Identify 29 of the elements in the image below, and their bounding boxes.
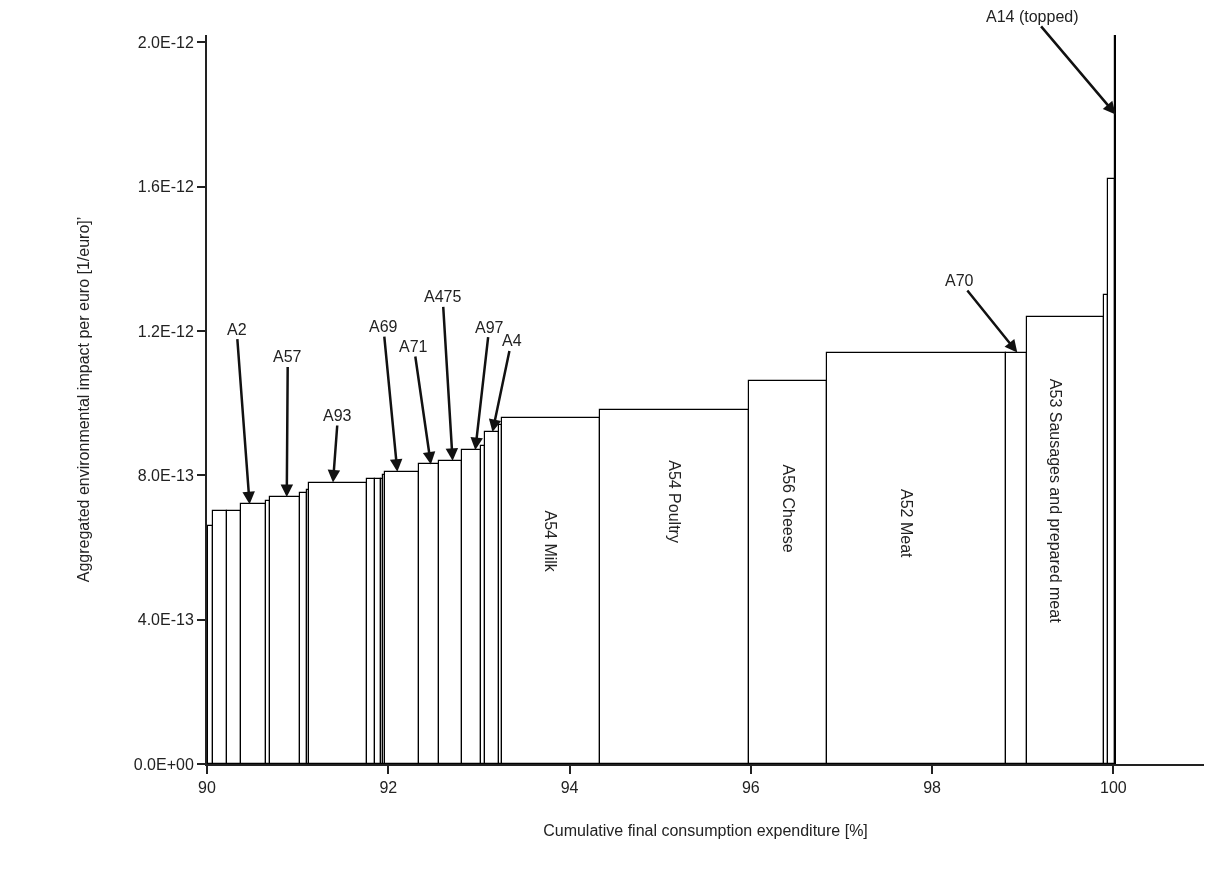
x-tick-label: 92: [379, 779, 398, 797]
annotation: A54 Poultry: [666, 460, 684, 543]
annotation: A52 Meat: [897, 489, 915, 559]
y-axis-title: Aggregated environmental impact per euro [1/euro]’: [75, 216, 93, 583]
annotation: A69: [369, 318, 398, 335]
x-tick-label: 100: [1100, 779, 1127, 797]
annotation: A54 Milk: [542, 510, 560, 573]
annotation: A71: [399, 338, 428, 355]
x-tick-label: 98: [923, 779, 942, 797]
annotation: A93: [323, 407, 352, 424]
y-tick-label: 2.0E-12: [137, 33, 194, 51]
y-tick-label: 8.0E-13: [137, 466, 194, 484]
annotation: A70: [945, 272, 974, 289]
x-tick-label: 94: [560, 779, 579, 797]
x-tick-label: 90: [198, 779, 216, 797]
annotation: A475: [424, 288, 462, 305]
annotation: A97: [475, 319, 504, 336]
y-tick-label: 4.0E-13: [137, 611, 194, 629]
annotation: A57: [273, 348, 302, 365]
annotation: A53 Sausages and prepared meat: [1046, 378, 1064, 624]
y-tick-label: 1.2E-12: [137, 322, 194, 340]
annotation: A4: [502, 332, 522, 349]
x-axis-title: Cumulative final consumption expenditure [%]: [543, 822, 868, 840]
annotation: A2: [227, 321, 247, 338]
annotation: A14 (topped): [986, 8, 1079, 25]
y-tick-label: 1.6E-12: [137, 178, 194, 196]
y-tick-label: 0.0E+00: [133, 755, 194, 773]
annotation: A56 Cheese: [780, 464, 798, 553]
x-tick-label: 96: [741, 779, 760, 797]
